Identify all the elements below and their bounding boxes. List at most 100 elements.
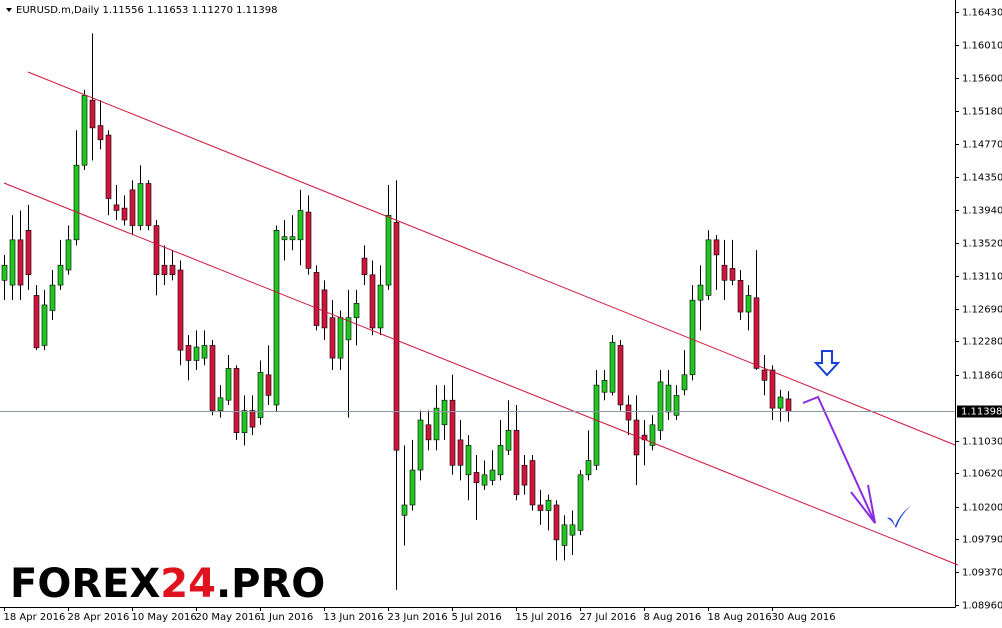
candle-body <box>457 439 464 466</box>
down-arrow-icon <box>813 350 841 377</box>
x-tick-label: 30 Aug 2016 <box>772 612 836 623</box>
candle-body <box>425 424 432 441</box>
candle-body <box>721 264 728 281</box>
y-tick-label: 1.10200 <box>962 503 1002 514</box>
y-tick-label: 1.16430 <box>962 8 1002 19</box>
candle-body <box>505 430 512 451</box>
candle-body <box>233 368 240 434</box>
candle-body <box>361 257 368 276</box>
candle-body <box>385 214 392 286</box>
candle-body <box>321 289 328 329</box>
candle-body <box>593 384 600 466</box>
y-tick-label: 1.10620 <box>962 469 1002 480</box>
candle-body <box>785 398 792 412</box>
forecast-arrow-head <box>850 484 876 524</box>
candle-body <box>57 264 64 286</box>
channel-lower <box>3 182 959 566</box>
candle-body <box>713 239 720 256</box>
candle-body <box>569 524 576 536</box>
candle-body <box>33 295 40 349</box>
candle-body <box>89 99 96 129</box>
candle-body <box>441 399 448 426</box>
x-tick-label: 27 Jul 2016 <box>580 612 637 623</box>
candle-body <box>121 207 128 221</box>
candle-body <box>105 134 112 199</box>
x-tick-label: 13 Jun 2016 <box>324 612 384 623</box>
candle-body <box>577 474 584 531</box>
candle-body <box>113 204 120 211</box>
candle-body <box>337 317 344 359</box>
plot <box>1 33 792 590</box>
last-price-box <box>957 405 1002 418</box>
candle-body <box>297 210 304 241</box>
y-tick-label: 1.15600 <box>962 74 1002 85</box>
candle-body <box>177 269 184 351</box>
y-tick-label: 1.09790 <box>962 535 1002 546</box>
candle-body <box>153 225 160 276</box>
candle-body <box>201 345 208 359</box>
candle-body <box>377 284 384 329</box>
candle-body <box>401 504 408 516</box>
candle-body <box>481 474 488 486</box>
candle-body <box>289 236 296 241</box>
forecast-arrow <box>802 395 876 524</box>
candle-body <box>681 374 688 391</box>
candle-body <box>137 183 144 226</box>
candle-body <box>241 410 248 434</box>
candle-body <box>521 464 528 486</box>
candle-body <box>9 239 16 286</box>
candle-body <box>369 274 376 329</box>
x-tick-label: 1 Jun 2016 <box>260 612 314 623</box>
candle-body <box>169 264 176 276</box>
candle-body <box>73 164 80 241</box>
candle-body <box>705 239 712 296</box>
candle-body <box>409 469 416 506</box>
candle-body <box>689 299 696 376</box>
candle-body <box>473 472 480 484</box>
candle-body <box>185 345 192 361</box>
candle-body <box>49 284 56 311</box>
candle-body <box>489 469 496 481</box>
candle-body <box>257 372 264 418</box>
candle-body <box>529 460 536 506</box>
candle-body <box>249 410 256 428</box>
candle-body <box>209 345 216 411</box>
candle-body <box>625 404 632 421</box>
y-tick-label: 1.15180 <box>962 107 1002 118</box>
candle-body <box>305 211 312 269</box>
channel-upper <box>27 71 956 446</box>
candle-body <box>449 399 456 466</box>
candle-body <box>737 280 744 313</box>
x-tick-label: 8 Aug 2016 <box>644 612 702 623</box>
candle-body <box>81 95 88 166</box>
candle-body <box>697 284 704 301</box>
y-tick-label: 1.11030 <box>962 437 1002 448</box>
candle-body <box>649 424 656 446</box>
candle-body <box>745 295 752 313</box>
candle-body <box>545 499 552 511</box>
check-icon <box>887 506 911 528</box>
candle-body <box>281 236 288 241</box>
y-tick-label: 1.13940 <box>962 206 1002 217</box>
candle-body <box>417 419 424 471</box>
candle-body <box>729 268 736 281</box>
y-tick-label: 1.13520 <box>962 239 1002 250</box>
candle-body <box>265 374 272 396</box>
x-tick-label: 10 May 2016 <box>132 612 197 623</box>
x-tick-label: 23 Jun 2016 <box>388 612 448 623</box>
title-icon <box>6 8 12 12</box>
y-tick-label: 1.12280 <box>962 337 1002 348</box>
candle-body <box>217 397 224 411</box>
candle-body <box>145 183 152 226</box>
candle-body <box>777 396 784 409</box>
candle-body <box>1 264 8 281</box>
candle-body <box>617 345 624 406</box>
y-tick-label: 1.12690 <box>962 305 1002 316</box>
x-tick-label: 28 Apr 2016 <box>68 612 130 623</box>
candle-body <box>433 407 440 441</box>
x-tick-label: 15 Jul 2016 <box>516 612 573 623</box>
x-tick-label: 20 May 2016 <box>196 612 261 623</box>
candle-body <box>41 304 48 346</box>
watermark: FOREX24.PRO <box>10 561 325 607</box>
